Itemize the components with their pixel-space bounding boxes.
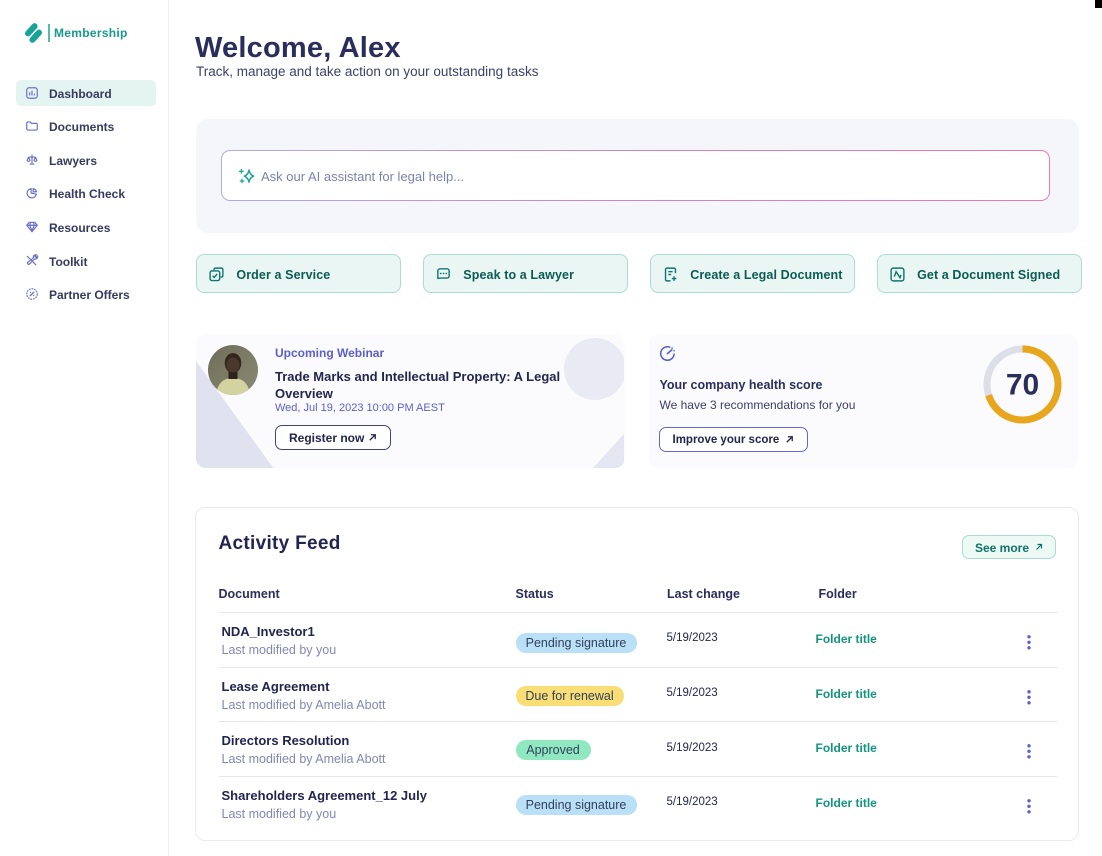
svg-text:70: 70: [1005, 368, 1038, 401]
